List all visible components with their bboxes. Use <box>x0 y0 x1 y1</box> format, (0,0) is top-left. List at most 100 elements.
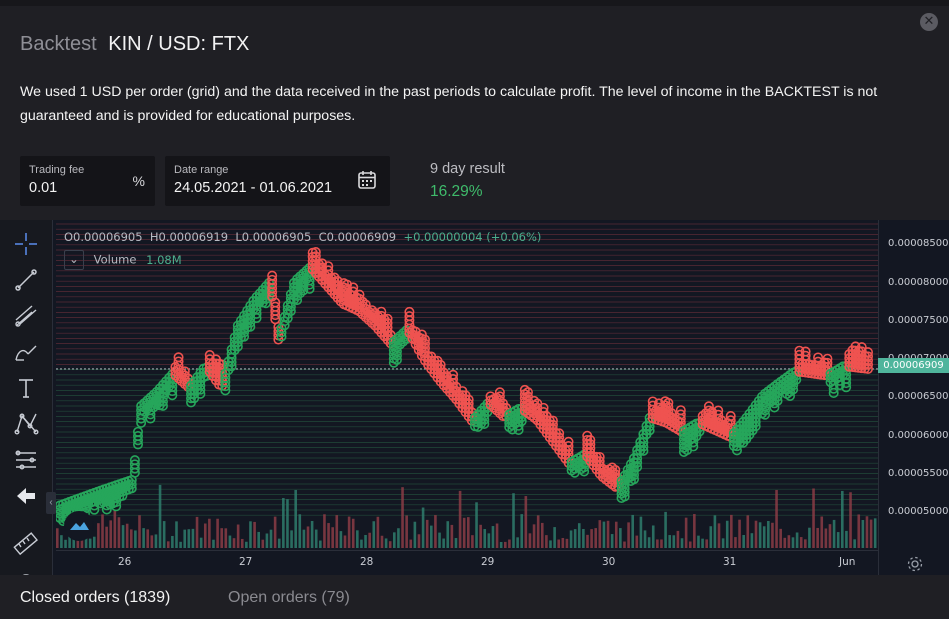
magnet-icon[interactable] <box>10 566 42 575</box>
volume-bar <box>865 516 869 548</box>
volume-bar <box>491 526 495 548</box>
order-marker <box>675 409 686 420</box>
pitchfork-icon[interactable] <box>10 302 42 330</box>
volume-bar <box>310 520 314 548</box>
volume-bar <box>92 536 96 548</box>
volume-bar <box>516 537 519 548</box>
volume-bar <box>68 530 71 548</box>
order-marker <box>725 411 736 422</box>
back-arrow-icon[interactable] <box>10 482 42 510</box>
ohlc-close: C0.00006909 <box>318 230 397 244</box>
volume-bar <box>125 523 129 548</box>
order-marker <box>251 313 262 324</box>
volume-bar <box>364 534 367 548</box>
volume-bar <box>635 535 639 548</box>
volume-bar <box>750 533 754 548</box>
volume-bar <box>861 519 865 548</box>
trading-fee-field[interactable]: Trading fee 0.01 % <box>20 156 155 206</box>
volume-bar <box>117 517 121 548</box>
brush-icon[interactable] <box>10 338 42 366</box>
volume-bar <box>458 490 462 548</box>
volume-bar <box>430 525 433 548</box>
order-marker <box>653 398 664 409</box>
calendar-icon[interactable] <box>358 170 376 189</box>
volume-bar <box>676 530 680 548</box>
ohlc-high: H0.00006919 <box>149 230 229 244</box>
order-marker <box>348 282 359 293</box>
volume-bar <box>216 518 219 548</box>
volume-bar <box>175 521 178 548</box>
volume-bar <box>171 535 174 548</box>
volume-bar <box>425 519 429 548</box>
description-text: We used 1 USD per order (grid) and the d… <box>20 84 878 124</box>
trend-line-icon[interactable] <box>10 266 42 294</box>
close-icon[interactable]: ✕ <box>920 13 938 31</box>
time-axis[interactable] <box>56 550 878 575</box>
gear-icon[interactable] <box>906 555 924 573</box>
price-tick: 0.00005000 <box>888 506 949 517</box>
volume-bar <box>623 541 626 548</box>
volume-bar <box>849 492 852 548</box>
volume-bar <box>442 538 445 548</box>
volume-bar <box>249 521 252 548</box>
order-marker <box>304 279 315 290</box>
fib-icon[interactable] <box>10 446 42 474</box>
date-range-field[interactable]: Date range 24.05.2021 - 01.06.2021 <box>165 156 390 206</box>
drawing-toolbar <box>0 220 53 575</box>
page-title: Backtest KIN / USD: FTX <box>20 33 249 56</box>
price-axis[interactable] <box>878 220 949 575</box>
volume-bar <box>269 529 273 548</box>
volume-bar <box>129 529 133 548</box>
volume-bar <box>495 523 499 548</box>
volume-bar <box>228 535 232 548</box>
orders-tabs <box>0 575 949 619</box>
ohlc-legend: O0.00006905 H0.00006919 L0.00006905 C0.0… <box>64 230 541 244</box>
volume-bar <box>462 517 466 548</box>
order-marker <box>111 497 122 508</box>
trading-fee-value[interactable]: 0.01 <box>29 180 58 196</box>
price-chart[interactable] <box>56 220 878 550</box>
volume-bar <box>619 528 622 548</box>
volume-bar <box>553 527 556 548</box>
volume-bar <box>286 499 289 548</box>
order-marker <box>89 504 100 515</box>
chevron-down-icon[interactable]: ⌄ <box>64 250 84 270</box>
tab-closed-orders[interactable]: Closed orders (1839) <box>20 589 170 607</box>
ruler-icon[interactable] <box>10 530 42 558</box>
tab-open-orders[interactable]: Open orders (79) <box>228 589 350 607</box>
volume-bar <box>520 514 524 548</box>
time-tick: 29 <box>481 556 495 568</box>
order-marker <box>547 415 558 426</box>
order-marker <box>304 283 315 294</box>
volume-bar <box>232 538 236 548</box>
order-marker <box>688 441 699 452</box>
volume-bar <box>101 514 104 548</box>
order-marker <box>132 439 143 450</box>
volume-bar <box>499 541 503 548</box>
volume-bar <box>746 515 750 548</box>
volume-bar <box>524 496 528 548</box>
volume-bar <box>713 515 717 548</box>
order-marker <box>703 401 714 412</box>
volume-bar <box>869 519 873 548</box>
pattern-icon[interactable] <box>10 410 42 438</box>
order-marker <box>632 461 643 472</box>
order-marker <box>132 435 143 446</box>
text-icon[interactable] <box>10 374 42 402</box>
time-tick: 26 <box>118 556 132 568</box>
order-marker <box>382 317 393 328</box>
price-tick: 0.00008500 <box>888 238 949 249</box>
order-marker <box>716 415 727 426</box>
collapse-toolbar-button[interactable]: ‹ <box>46 492 56 514</box>
date-range-value[interactable]: 24.05.2021 - 01.06.2021 <box>174 180 333 196</box>
price-tick: 0.00008000 <box>888 277 949 288</box>
order-marker <box>563 436 574 447</box>
volume-bar <box>150 535 154 548</box>
volume-bar <box>454 538 458 548</box>
time-tick: 31 <box>723 556 737 568</box>
tab-closed-orders-label: Closed orders (1839) <box>20 589 171 606</box>
order-marker <box>513 424 524 435</box>
order-marker <box>788 384 799 395</box>
volume-bar <box>409 539 413 548</box>
crosshair-icon[interactable] <box>10 230 42 258</box>
